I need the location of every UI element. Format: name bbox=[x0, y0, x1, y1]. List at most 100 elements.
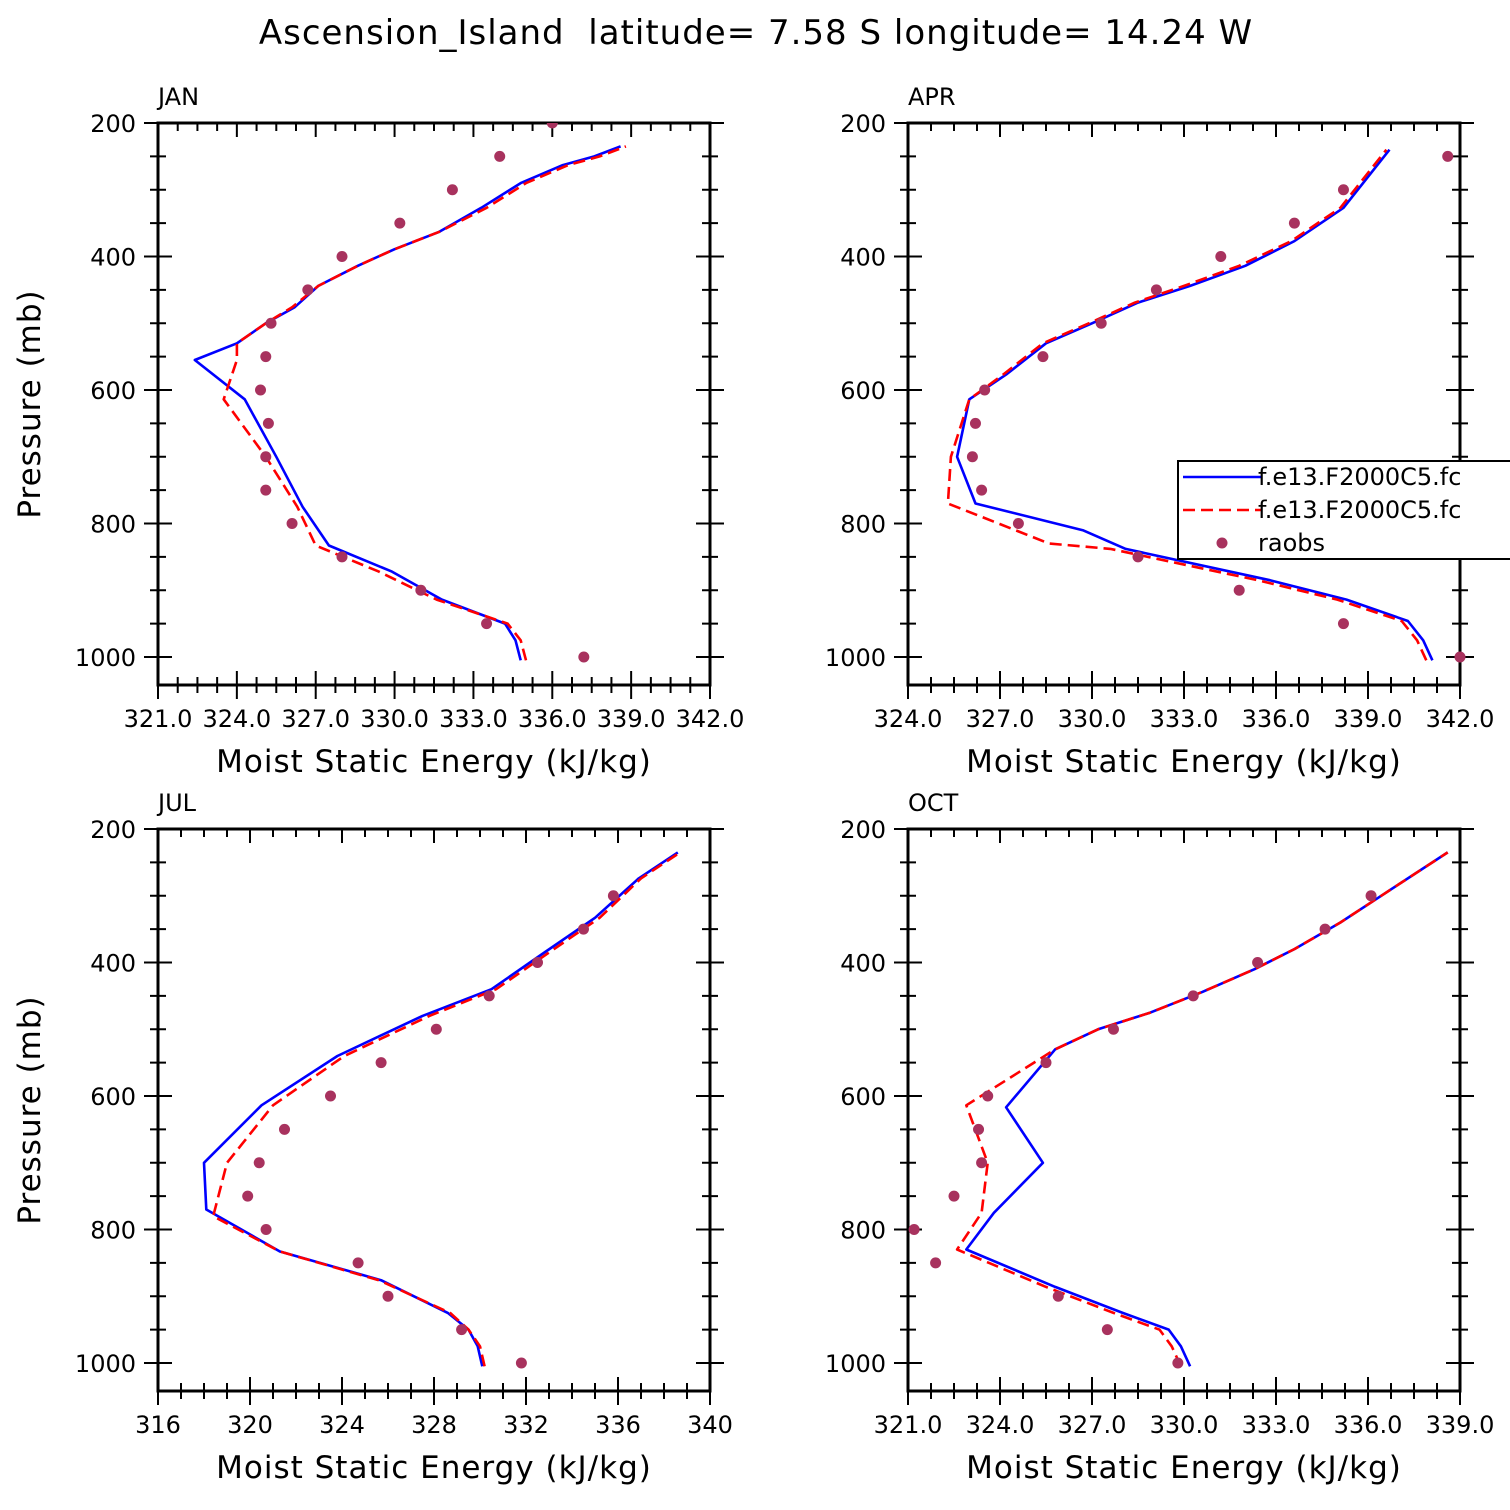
x-tick-label: 336.0 bbox=[1242, 705, 1311, 733]
raobs-point bbox=[1172, 1357, 1184, 1369]
raobs-point bbox=[1107, 1023, 1119, 1035]
raobs-point bbox=[1454, 651, 1466, 663]
raobs-point bbox=[1095, 317, 1107, 329]
y-tick-label: 200 bbox=[90, 110, 136, 138]
raobs-point bbox=[979, 384, 991, 396]
raobs-point bbox=[336, 251, 348, 262]
y-axis-title: Pressure (mb) bbox=[12, 289, 48, 518]
x-tick-label: 324 bbox=[319, 1411, 365, 1439]
raobs-point bbox=[302, 284, 314, 296]
raobs-point bbox=[1252, 957, 1264, 968]
raobs-point bbox=[279, 1123, 290, 1135]
series-line-solid bbox=[193, 145, 622, 661]
y-tick-label: 1000 bbox=[825, 644, 886, 672]
x-axis-title: Moist Static Energy (kJ/kg) bbox=[966, 744, 1402, 780]
x-tick-label: 339.0 bbox=[597, 705, 666, 733]
raobs-point bbox=[286, 518, 298, 529]
x-tick-label: 327.0 bbox=[281, 705, 350, 733]
raobs-point bbox=[1132, 551, 1144, 563]
y-tick-label: 1000 bbox=[75, 1350, 136, 1378]
x-tick-label: 339.0 bbox=[1334, 705, 1403, 733]
x-tick-label: 339.0 bbox=[1426, 1411, 1495, 1439]
x-tick-label: 330.0 bbox=[1058, 705, 1127, 733]
series-line-solid bbox=[964, 851, 1449, 1367]
raobs-point bbox=[1337, 618, 1349, 630]
raobs-point bbox=[255, 384, 267, 396]
x-axis-title: Moist Static Energy (kJ/kg) bbox=[216, 744, 652, 780]
raobs-point bbox=[607, 890, 619, 902]
panel-label: JAN bbox=[156, 83, 199, 111]
raobs-point bbox=[494, 150, 506, 162]
x-tick-label: 342.0 bbox=[1426, 705, 1495, 733]
legend-label: f.e13.F2000C5.fc bbox=[1258, 496, 1461, 524]
panel-apr: APR 200 400 600 800 1000 324.0 327.0 330.0 333.0 3… bbox=[825, 83, 1494, 780]
raobs-point bbox=[546, 123, 558, 129]
x-axis-title: Moist Static Energy (kJ/kg) bbox=[216, 1450, 652, 1486]
raobs-point bbox=[242, 1190, 254, 1202]
panel-label: OCT bbox=[908, 789, 959, 817]
raobs-point bbox=[908, 1224, 920, 1235]
y-tick-label: 400 bbox=[90, 244, 136, 272]
y-tick-label: 800 bbox=[90, 1217, 136, 1245]
raobs-point bbox=[1101, 1324, 1113, 1336]
raobs-point bbox=[1319, 923, 1331, 935]
y-tick-label: 600 bbox=[90, 1083, 136, 1111]
main-title: Ascension_Island latitude= 7.58 S longit… bbox=[259, 13, 1253, 53]
raobs-point bbox=[481, 618, 493, 630]
series-line-dashed bbox=[222, 145, 627, 661]
raobs-point bbox=[1337, 184, 1349, 196]
y-tick-label: 1000 bbox=[825, 1350, 886, 1378]
raobs-point bbox=[375, 1057, 387, 1069]
y-tick-label: 800 bbox=[840, 1217, 886, 1245]
raobs-points bbox=[255, 123, 590, 663]
raobs-point bbox=[973, 1123, 985, 1135]
raobs-point bbox=[1150, 284, 1162, 296]
raobs-points bbox=[966, 150, 1466, 663]
raobs-point bbox=[1040, 1057, 1052, 1069]
raobs-point bbox=[1012, 518, 1024, 529]
x-tick-label: 321.0 bbox=[124, 705, 193, 733]
x-tick-label: 327.0 bbox=[1058, 1411, 1127, 1439]
panels: JAN 200 400 600 800 1000 321.0 324.0 327.0 330.0 3… bbox=[12, 83, 1510, 1486]
raobs-point bbox=[1037, 351, 1049, 363]
raobs-point bbox=[930, 1257, 942, 1269]
x-tick-label: 316 bbox=[135, 1411, 181, 1439]
series-line-dashed bbox=[955, 851, 1449, 1367]
y-tick-label: 600 bbox=[840, 377, 886, 405]
raobs-point bbox=[446, 184, 458, 196]
x-tick-label: 333.0 bbox=[1150, 705, 1219, 733]
x-tick-label: 333.0 bbox=[439, 705, 508, 733]
x-tick-label: 340 bbox=[687, 1411, 733, 1439]
x-tick-label: 328 bbox=[411, 1411, 457, 1439]
raobs-point bbox=[260, 484, 272, 496]
x-tick-label: 320 bbox=[227, 1411, 273, 1439]
raobs-point bbox=[260, 351, 272, 363]
raobs-point bbox=[265, 317, 277, 329]
x-tick-label: 321.0 bbox=[874, 1411, 943, 1439]
raobs-points bbox=[242, 890, 619, 1369]
legend-label: raobs bbox=[1258, 529, 1325, 557]
y-tick-label: 200 bbox=[840, 110, 886, 138]
raobs-point bbox=[262, 417, 274, 429]
raobs-point bbox=[483, 990, 495, 1002]
raobs-point bbox=[578, 923, 589, 935]
y-tick-label: 400 bbox=[840, 950, 886, 978]
y-tick-label: 800 bbox=[840, 511, 886, 539]
raobs-point bbox=[394, 217, 406, 229]
raobs-points bbox=[908, 890, 1377, 1369]
y-tick-label: 200 bbox=[90, 816, 136, 844]
raobs-point bbox=[948, 1190, 960, 1202]
x-tick-label: 330.0 bbox=[360, 705, 429, 733]
x-tick-label: 333.0 bbox=[1242, 1411, 1311, 1439]
y-tick-label: 800 bbox=[90, 511, 136, 539]
y-tick-label: 1000 bbox=[75, 644, 136, 672]
raobs-point bbox=[430, 1023, 442, 1035]
raobs-point bbox=[382, 1290, 394, 1302]
raobs-point bbox=[982, 1090, 994, 1102]
raobs-point bbox=[976, 1157, 988, 1169]
raobs-point bbox=[456, 1324, 468, 1336]
panel-oct: OCT 200 400 600 800 1000 321.0 324.0 327.0 330.0 3… bbox=[825, 789, 1494, 1486]
x-tick-label: 324.0 bbox=[202, 705, 271, 733]
raobs-point bbox=[578, 651, 590, 663]
